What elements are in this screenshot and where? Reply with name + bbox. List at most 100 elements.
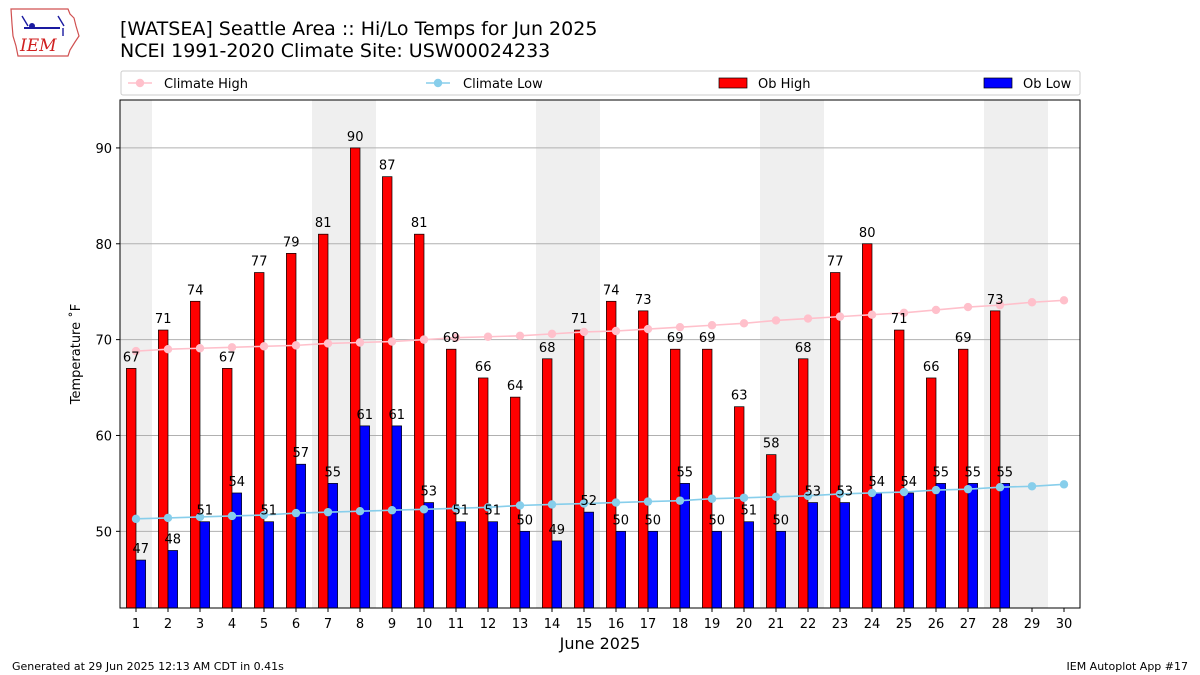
generated-timestamp: Generated at 29 Jun 2025 12:13 AM CDT in… — [12, 660, 284, 673]
legend-climate-low-marker — [433, 78, 443, 88]
ob-high-bar — [798, 358, 809, 608]
ob-high-bar — [958, 348, 969, 608]
ob-high-bar — [990, 310, 1001, 608]
climate-low-point — [995, 483, 1005, 492]
ob-high-label: 58 — [763, 437, 780, 452]
x-tick-label: 1 — [132, 617, 140, 632]
ob-low-label: 54 — [229, 475, 246, 490]
climate-low-point — [451, 504, 461, 513]
ob-high-label: 74 — [187, 283, 204, 298]
ob-low-bar — [135, 559, 146, 608]
ob-high-bar — [574, 329, 585, 608]
ob-high-label: 69 — [955, 331, 972, 346]
x-tick-label: 28 — [992, 617, 1009, 632]
ob-high-bar — [670, 348, 681, 608]
climate-low-point — [483, 503, 493, 512]
climate-low-point — [803, 491, 813, 501]
climate-high-point — [899, 308, 909, 317]
ob-low-bar — [263, 521, 274, 608]
x-tick-label: 10 — [416, 617, 433, 632]
x-tick-label: 9 — [388, 617, 396, 632]
y-tick-label: 60 — [95, 429, 112, 444]
legend-ob-low-label: Ob Low — [1023, 77, 1072, 92]
legend-climate-high-marker — [135, 78, 145, 88]
ob-high-bar — [702, 348, 713, 608]
ob-low-bar — [647, 530, 658, 608]
ob-low-bar — [295, 463, 306, 608]
ob-low-label: 52 — [581, 494, 598, 509]
ob-low-bar — [327, 483, 338, 608]
ob-high-label: 80 — [859, 226, 876, 241]
climate-low-point — [163, 513, 173, 523]
ob-low-bar — [807, 502, 818, 608]
climate-low-point — [611, 498, 621, 507]
ob-low-bar — [455, 521, 466, 608]
climate-high-point — [387, 337, 397, 346]
ob-low-bar — [935, 483, 946, 608]
climate-high-point — [515, 331, 525, 340]
climate-low-point — [835, 489, 845, 499]
climate-high-point — [675, 322, 685, 332]
ob-low-bar — [871, 492, 882, 608]
ob-high-label: 69 — [699, 331, 716, 346]
ob-low-bar — [199, 521, 210, 608]
ob-low-bar — [839, 502, 850, 608]
climate-high-point — [803, 314, 813, 323]
x-tick-label: 6 — [292, 617, 300, 632]
climate-high-point — [931, 305, 941, 315]
ob-low-label: 57 — [293, 446, 310, 461]
ob-low-label: 61 — [389, 408, 406, 423]
climate-low-point — [931, 485, 941, 495]
x-tick-label: 12 — [480, 617, 497, 632]
ob-low-label: 51 — [197, 504, 214, 519]
ob-high-label: 81 — [411, 216, 428, 231]
ob-high-label: 71 — [155, 312, 172, 327]
climate-high-point — [771, 316, 781, 325]
chart-subtitle: NCEI 1991-2020 Climate Site: USW00024233 — [120, 40, 551, 62]
ob-low-bar — [679, 483, 690, 608]
climate-low-point — [643, 497, 653, 506]
climate-low-point — [1027, 482, 1037, 491]
ob-low-bar — [423, 502, 434, 608]
ob-high-bar — [542, 358, 553, 608]
climate-low-point — [131, 514, 141, 524]
ob-high-bar — [446, 348, 457, 608]
ob-high-label: 77 — [251, 255, 268, 270]
climate-low-point — [707, 494, 717, 503]
ob-low-label: 50 — [773, 513, 790, 528]
ob-low-bar — [519, 530, 530, 608]
ob-high-bar — [286, 253, 297, 608]
x-tick-label: 4 — [228, 617, 236, 632]
climate-high-point — [867, 310, 877, 319]
ob-high-label: 71 — [571, 312, 588, 327]
ob-high-label: 90 — [347, 130, 364, 145]
x-tick-label: 22 — [800, 617, 817, 632]
ob-low-label: 53 — [805, 485, 822, 500]
climate-low-point — [963, 484, 973, 494]
climate-high-point — [163, 345, 173, 354]
climate-high-point — [835, 312, 845, 321]
ob-high-label: 74 — [603, 283, 620, 298]
climate-low-point — [387, 506, 397, 515]
climate-low-point — [195, 512, 205, 522]
ob-high-bar — [158, 329, 169, 608]
legend-ob-high-swatch — [718, 77, 748, 89]
climate-high-point — [739, 319, 749, 328]
x-tick-label: 3 — [196, 617, 204, 632]
climate-low-point — [867, 488, 877, 498]
plot-frame — [119, 99, 1081, 609]
x-tick-label: 5 — [260, 617, 268, 632]
climate-low-point — [739, 493, 749, 502]
climate-low-point — [771, 492, 781, 502]
x-tick-label: 14 — [544, 617, 561, 632]
x-tick-label: 17 — [640, 617, 657, 632]
ob-low-label: 50 — [645, 513, 662, 528]
ob-high-label: 64 — [507, 379, 524, 394]
ob-low-label: 50 — [613, 513, 630, 528]
ob-high-bar — [126, 368, 137, 608]
climate-low-point — [291, 508, 301, 518]
ob-low-bar — [583, 511, 594, 608]
ob-low-bar — [711, 530, 722, 608]
x-tick-label: 26 — [928, 617, 945, 632]
